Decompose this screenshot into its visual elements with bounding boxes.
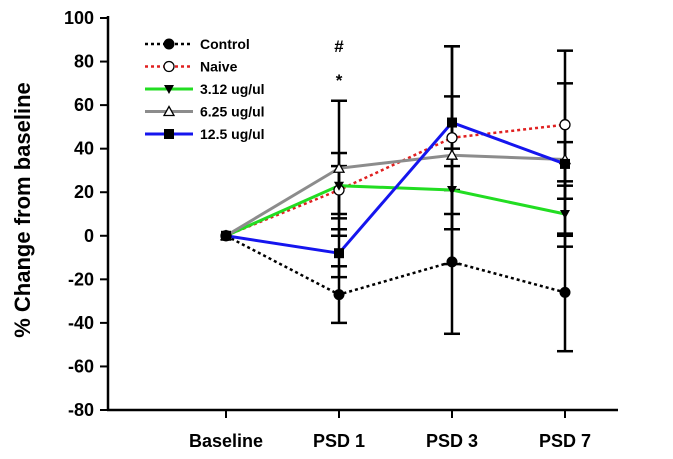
- data-point: [559, 119, 571, 131]
- y-tick-label: -60: [68, 356, 94, 376]
- legend-label: 12.5 ug/ul: [200, 126, 265, 142]
- series-lines: [225, 120, 566, 296]
- data-point: [447, 117, 457, 128]
- data-point: [447, 186, 457, 196]
- data-point: [164, 85, 174, 94]
- data-point: [221, 230, 231, 241]
- y-tick-label: -80: [68, 400, 94, 420]
- legend-label: Control: [200, 36, 250, 52]
- data-point: [332, 161, 346, 173]
- x-tick-label: PSD 7: [539, 431, 591, 451]
- y-tick-label: 80: [74, 52, 94, 72]
- series-line: [225, 184, 566, 238]
- legend-label: Naive: [200, 59, 238, 75]
- y-tick-label: 100: [64, 8, 94, 28]
- data-point: [162, 105, 176, 117]
- y-tick-labels: -80 -60 -40 -20 0 20 40 60 80 100: [64, 8, 94, 420]
- y-tick-label: -40: [68, 313, 94, 333]
- x-tick-label: PSD 3: [426, 431, 478, 451]
- y-tick-label: 40: [74, 139, 94, 159]
- data-point: [333, 289, 345, 301]
- data-point: [560, 210, 570, 219]
- data-point: [163, 38, 175, 50]
- data-point: [334, 181, 344, 191]
- annotations: # *: [334, 37, 344, 90]
- y-axis-title: % Change from baseline: [10, 82, 35, 338]
- data-point: [559, 286, 571, 298]
- axes: [100, 16, 618, 418]
- error-bars: [331, 45, 573, 353]
- y-tick-label: 0: [84, 226, 94, 246]
- data-point: [334, 248, 344, 259]
- legend-label: 3.12 ug/ul: [200, 81, 265, 97]
- y-tick-label: -20: [68, 269, 94, 289]
- y-tick-label: 20: [74, 182, 94, 202]
- series-line: [225, 120, 566, 255]
- x-tick-labels: Baseline PSD 1 PSD 3 PSD 7: [189, 431, 591, 451]
- data-point: [560, 158, 570, 169]
- data-point: [163, 60, 175, 73]
- series-line: [225, 153, 566, 238]
- data-point: [164, 129, 174, 139]
- legend-label: 6.25 ug/ul: [200, 104, 265, 120]
- legend: Control Naive 3.12 ug/ul 6.25 ug/ul 12.5 ug/…: [145, 36, 265, 142]
- data-point: [446, 256, 458, 268]
- x-tick-label: PSD 1: [313, 431, 365, 451]
- annotation-hash: #: [334, 37, 344, 56]
- data-point: [446, 132, 458, 144]
- annotation-asterisk: *: [336, 71, 343, 90]
- series-line: [225, 234, 566, 296]
- x-tick-label: Baseline: [189, 431, 263, 451]
- data-point: [445, 148, 459, 160]
- y-tick-label: 60: [74, 95, 94, 115]
- series-line: [225, 123, 566, 237]
- series-markers: [219, 117, 572, 301]
